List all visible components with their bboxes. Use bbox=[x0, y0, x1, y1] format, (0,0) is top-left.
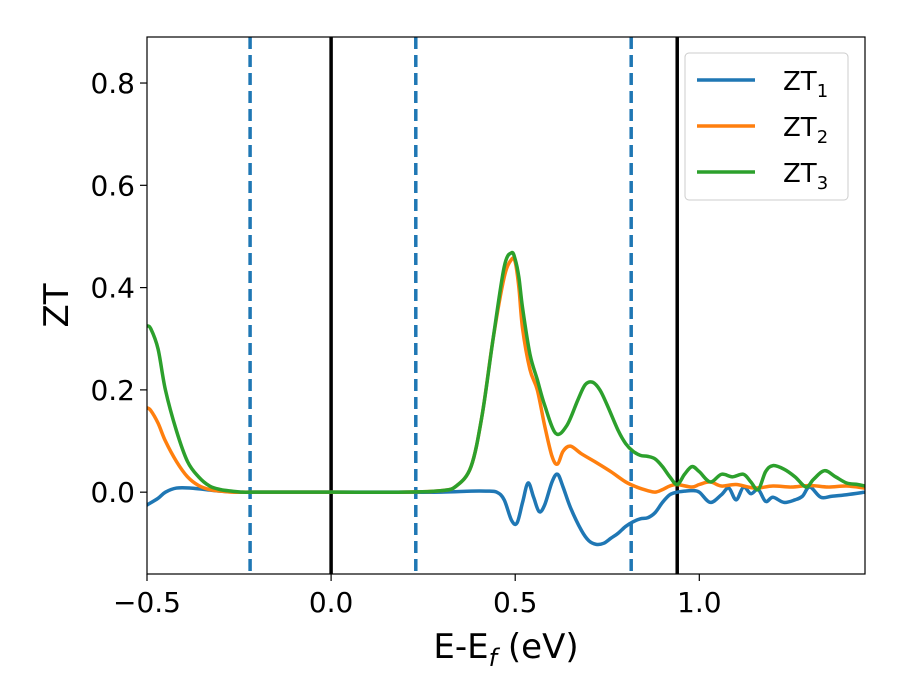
series-line-zt3 bbox=[147, 250, 865, 495]
x-tick-label: 1.0 bbox=[677, 586, 722, 619]
x-axis-label-unit: (eV) bbox=[497, 627, 579, 667]
legend-label: ZT3 bbox=[783, 159, 828, 194]
y-axis-label: ZT bbox=[37, 283, 77, 327]
y-tick-label: 0.4 bbox=[90, 272, 135, 305]
x-axis-ticks: −0.5 0.0 0.5 1.0 bbox=[113, 574, 722, 619]
y-tick-label: 0.0 bbox=[90, 476, 135, 509]
y-tick-label: 0.6 bbox=[90, 169, 135, 202]
x-axis-label-main: E-E bbox=[433, 627, 488, 667]
legend-label: ZT2 bbox=[783, 113, 828, 148]
x-tick-label: 0.0 bbox=[309, 586, 354, 619]
legend: ZT1 ZT2 ZT3 bbox=[684, 52, 849, 201]
y-tick-label: 0.2 bbox=[90, 374, 135, 407]
y-axis-ticks: 0.0 0.2 0.4 0.6 0.8 bbox=[90, 67, 147, 509]
legend-label: ZT1 bbox=[783, 67, 828, 102]
x-tick-label: −0.5 bbox=[113, 586, 181, 619]
legend-item-zt2: ZT2 bbox=[697, 113, 828, 148]
x-tick-label: 0.5 bbox=[493, 586, 538, 619]
series-lines bbox=[147, 250, 865, 547]
plot-frame bbox=[146, 36, 866, 575]
x-axis-label: E-Ef (eV) bbox=[433, 627, 578, 672]
y-tick-label: 0.8 bbox=[90, 67, 135, 100]
series-line-zt1 bbox=[147, 472, 865, 547]
series-line-zt2 bbox=[147, 256, 865, 495]
legend-item-zt3: ZT3 bbox=[697, 159, 828, 194]
legend-item-zt1: ZT1 bbox=[697, 67, 828, 102]
legend-box bbox=[684, 52, 849, 201]
